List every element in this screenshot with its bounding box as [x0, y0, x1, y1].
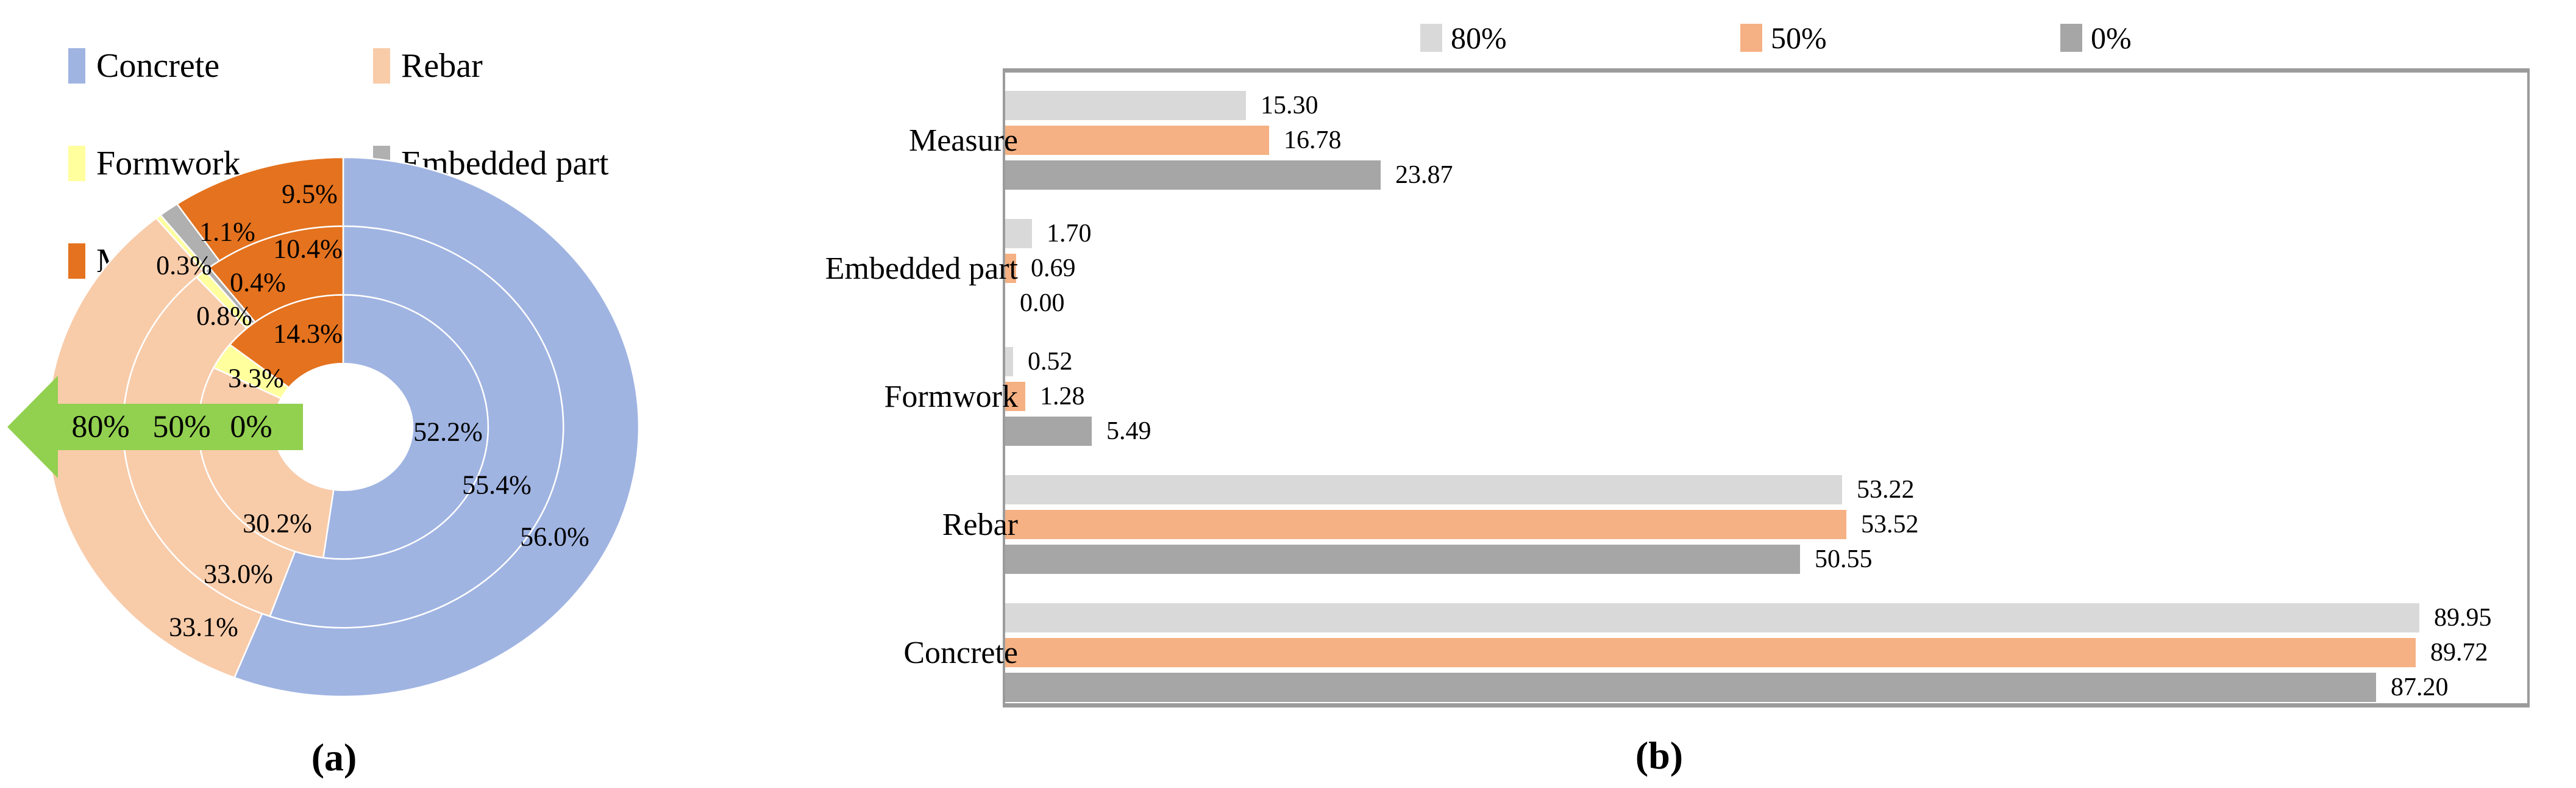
donut-slice-80%-measure	[176, 156, 344, 262]
donut-slice-80%-rebar	[46, 217, 263, 679]
bar-value-label: 15.30	[1261, 91, 1318, 120]
donut-chart: 52.2% 30.2% 3.3% 14.3% 55.4% 33.0% 0.8%0.4% 10.…	[7, 156, 640, 698]
pie-legend-item: Formwork	[68, 144, 240, 183]
donut-data-label: 9.5%	[282, 179, 338, 209]
bar-legend-label: 80%	[1451, 21, 1507, 55]
bar-legend-label: 50%	[1771, 21, 1827, 55]
bar-legend-swatch	[1740, 24, 1762, 52]
bar-value-label: 89.95	[2434, 604, 2492, 632]
donut-data-label: 56.0%	[520, 522, 589, 552]
pie-legend-swatch	[68, 146, 85, 181]
category-label: Measure	[908, 123, 1018, 158]
pie-legend-label: Rebar	[401, 47, 483, 85]
bar-rebar-50%	[1005, 510, 1846, 539]
ring-order-arrow-label: 80%	[71, 410, 129, 445]
ring-order-arrow	[7, 376, 303, 478]
bar-concrete-50%	[1005, 638, 2416, 667]
pie-legend-swatch	[68, 243, 85, 279]
bar-legend-item: 50%	[1740, 22, 1827, 54]
bar-concrete-80%	[1005, 603, 2419, 632]
donut-data-label: 14.3%	[273, 319, 343, 349]
donut-data-label: 33.1%	[169, 612, 238, 642]
bar-concrete-0%	[1005, 673, 2376, 702]
bar-embedded-part-80%	[1005, 219, 1032, 248]
bar-chart-plot: 15.30 16.78 23.87 1.70 0.69 0.00 0.52 1.28 5.49 5…	[1003, 68, 2530, 707]
pie-legend-item: Concrete	[68, 46, 219, 85]
bar-value-label: 0.52	[1028, 348, 1073, 376]
pie-legend-swatch	[68, 48, 85, 84]
bar-measure-0%	[1005, 160, 1381, 190]
donut-data-label: 55.4%	[462, 470, 532, 500]
bar-rebar-80%	[1005, 475, 1842, 504]
bar-embedded-part-50%	[1005, 254, 1016, 283]
donut-data-label: 1.1%	[199, 217, 255, 247]
bar-legend-swatch	[1420, 24, 1442, 52]
bar-measure-80%	[1005, 91, 1246, 120]
donut-data-label: 0.8%	[196, 301, 252, 331]
bar-formwork-50%	[1005, 382, 1025, 411]
bar-value-label: 1.28	[1040, 382, 1085, 410]
caption-a: (a)	[311, 736, 357, 779]
pie-legend-label: Concrete	[96, 47, 220, 85]
pie-legend-item: Rebar	[373, 46, 483, 85]
bar-formwork-0%	[1005, 417, 1092, 446]
ring-order-arrow-label: 50%	[152, 410, 210, 445]
bar-value-label: 89.72	[2430, 639, 2488, 667]
bar-rebar-0%	[1005, 545, 1800, 574]
donut-data-label: 0.4%	[230, 268, 286, 298]
caption-b: (b)	[1635, 734, 1684, 777]
bar-legend-item: 0%	[2060, 22, 2132, 54]
donut-data-label: 3.3%	[228, 364, 284, 393]
bar-value-label: 50.55	[1815, 545, 1873, 573]
bar-value-label: 53.22	[1857, 476, 1915, 504]
panel-a: ConcreteFormworkMeasureRebarEmbedded par…	[0, 0, 963, 788]
bar-value-label: 23.87	[1395, 161, 1453, 189]
bar-value-label: 1.70	[1047, 220, 1092, 248]
bar-legend-label: 0%	[2091, 21, 2132, 55]
ring-order-arrow-label: 0%	[230, 410, 272, 445]
bar-value-label: 16.78	[1284, 126, 1342, 154]
donut-data-label: 52.2%	[413, 417, 483, 447]
donut-data-label: 30.2%	[243, 509, 312, 539]
bar-formwork-80%	[1005, 347, 1013, 376]
bar-legend-item: 80%	[1420, 22, 1507, 54]
pie-legend-label: Formwork	[96, 145, 241, 182]
bar-value-label: 87.20	[2391, 673, 2449, 701]
bar-value-label: 53.52	[1861, 510, 1919, 539]
donut-data-label: 33.0%	[204, 559, 273, 589]
donut-data-label: 10.4%	[273, 234, 343, 264]
panel-b: 80% 50% 0% 15.30 16.78 23.87 1.70 0.69 0.00 0.52…	[825, 0, 2576, 788]
category-label: Concrete	[903, 636, 1018, 670]
category-label: Rebar	[942, 507, 1018, 542]
bar-value-label: 0.00	[1020, 289, 1065, 317]
donut-data-label: 0.3%	[156, 251, 212, 281]
bar-measure-50%	[1005, 126, 1269, 155]
pie-legend-swatch	[373, 48, 390, 84]
donut-slice-80%-concrete	[233, 156, 640, 698]
bar-value-label: 5.49	[1106, 417, 1151, 445]
category-label: Formwork	[884, 379, 1018, 414]
bar-legend-swatch	[2060, 24, 2082, 52]
category-label: Embedded part	[825, 251, 1018, 286]
bar-value-label: 0.69	[1031, 254, 1076, 282]
